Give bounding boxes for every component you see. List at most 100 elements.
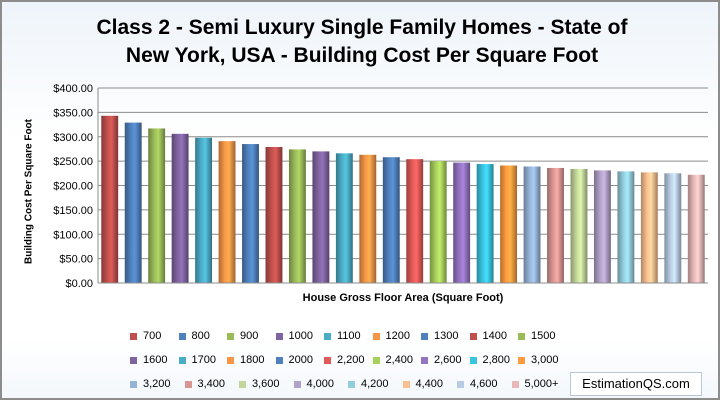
y-axis-label: Building Cost Per Square Foot	[23, 119, 35, 265]
legend-swatch	[324, 332, 331, 340]
legend-label: 1300	[434, 330, 459, 342]
bar-1200	[218, 141, 236, 283]
legend-swatch	[457, 380, 464, 388]
bar-4600	[664, 173, 682, 283]
legend-swatch	[293, 380, 301, 388]
legend-entry: 2,600	[421, 354, 470, 366]
legend-entry: 3,600	[239, 378, 294, 390]
legend-entry: 800	[178, 330, 228, 342]
legend-swatch	[227, 332, 234, 340]
legend-entry: 1600	[130, 354, 179, 366]
bar-2400	[429, 161, 447, 284]
legend-swatch	[275, 356, 283, 364]
legend-entry: 1700	[178, 354, 228, 366]
legend-entry: 1300	[421, 330, 470, 342]
gridlines	[98, 87, 708, 284]
legend-label: 900	[240, 330, 259, 342]
legend-swatch	[402, 380, 410, 388]
legend-entry: 1000	[275, 330, 325, 342]
bar-4400	[640, 172, 658, 283]
legend-entry: 4,200	[348, 378, 403, 390]
legend-entry: 3,200	[130, 378, 185, 390]
legend-entry: 4,000	[293, 378, 349, 390]
chart-title: Class 2 - Semi Luxury Single Family Home…	[96, 16, 628, 67]
bar-1500	[288, 149, 306, 283]
legend-swatch	[372, 332, 380, 340]
legend-label: 2,800	[482, 354, 511, 366]
bar-3400	[547, 167, 564, 283]
legend-swatch	[239, 380, 246, 388]
legend-label: 5,000+	[524, 378, 559, 390]
legend-label: 3,600	[252, 378, 280, 390]
legend-entry: 1100	[324, 330, 373, 342]
legend-label: 4,600	[470, 378, 498, 390]
bar-1400	[265, 146, 283, 283]
legend-label: 1700	[191, 354, 216, 366]
legend-swatch	[130, 356, 137, 364]
legend-label: 1200	[385, 330, 410, 342]
bar-900	[148, 128, 166, 283]
legend-swatch	[469, 356, 477, 364]
legend-label: 2,600	[434, 354, 462, 366]
legend-entry: 700	[130, 330, 179, 342]
y-axis-ticks: $0.00 $50.00 $100.00 $150.00 $200.00 $250.00 $…	[53, 83, 93, 290]
legend-label: 3,000	[531, 354, 559, 366]
y-tick-label: $100.00	[53, 229, 93, 241]
y-tick-label: $150.00	[53, 205, 93, 217]
y-tick-label: $250.00	[53, 156, 93, 168]
bar-1700	[335, 153, 353, 283]
legend-entry: 5,000+	[511, 378, 567, 390]
legend-label: 1500	[531, 330, 556, 342]
plot-area: $0.00 $50.00 $100.00 $150.00 $200.00 $250.00 $…	[53, 83, 708, 290]
bar-1100	[195, 137, 213, 283]
legend-row: 3,200 3,400 3,600 4,000 4,200 4,400 4,600 5,000…	[130, 372, 570, 396]
y-tick-label: $0.00	[65, 278, 93, 290]
bar-800	[124, 122, 142, 283]
legend-label: 800	[191, 330, 210, 342]
legend-entry: 3,000	[518, 354, 567, 366]
legend-label: 1600	[143, 354, 168, 366]
legend-label: 4,000	[306, 378, 335, 390]
legend-swatch	[421, 356, 428, 364]
bar-5000	[687, 174, 705, 283]
y-tick-label: $50.00	[59, 254, 93, 266]
legend-entry: 4,600	[457, 378, 512, 390]
legend-swatch	[469, 332, 477, 340]
legend-label: 1000	[288, 330, 313, 342]
y-tick-label: $350.00	[53, 107, 93, 119]
legend-entry: 1200	[372, 330, 422, 342]
legend-entry: 2,800	[469, 354, 519, 366]
legend-label: 700	[143, 330, 162, 342]
legend-entry: 2000	[275, 354, 325, 366]
bar-700	[101, 115, 119, 283]
legend-swatch	[372, 356, 380, 364]
legend-label: 1800	[240, 354, 265, 366]
legend-swatch	[130, 380, 137, 388]
bar-1000	[171, 133, 189, 283]
bar-1600	[312, 151, 330, 284]
legend-swatch	[275, 332, 283, 340]
legend-entry: 4,400	[402, 378, 458, 390]
y-tick-label: $200.00	[53, 181, 93, 193]
bar-4000	[593, 170, 611, 283]
legend-entry: 3,400	[184, 378, 240, 390]
legend-label: 3,200	[143, 378, 171, 390]
legend-swatch	[518, 332, 525, 340]
y-tick-label: $300.00	[53, 132, 93, 144]
bar-1800	[359, 154, 377, 283]
legend-label: 4,400	[415, 378, 444, 390]
legend-entry: 1500	[518, 330, 567, 342]
bar-4200	[617, 171, 635, 283]
legend-swatch	[227, 356, 234, 364]
legend-label: 3,400	[197, 378, 226, 390]
legend-entry: 2,400	[372, 354, 422, 366]
legend-label: 2,200	[337, 354, 365, 366]
y-tick-label: $400.00	[53, 83, 93, 95]
x-axis-label: House Gross Floor Area (Square Foot)	[302, 292, 504, 304]
legend-swatch	[130, 332, 137, 340]
bar-3200	[523, 166, 541, 283]
legend-label: 4,200	[361, 378, 389, 390]
legend-swatch	[184, 380, 192, 388]
legend-entry: 1800	[227, 354, 276, 366]
